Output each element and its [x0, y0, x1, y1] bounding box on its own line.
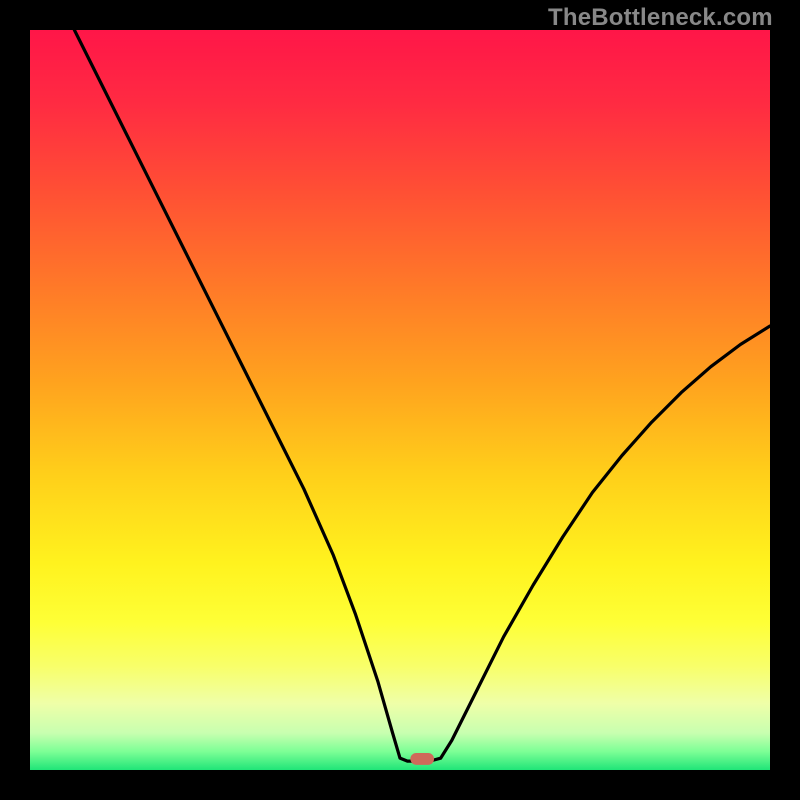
- chart-svg: [0, 0, 800, 800]
- watermark-label: TheBottleneck.com: [548, 4, 773, 32]
- gradient-background: [30, 30, 770, 770]
- optimal-point-marker: [410, 753, 434, 765]
- chart-frame: TheBottleneck.com: [0, 0, 800, 800]
